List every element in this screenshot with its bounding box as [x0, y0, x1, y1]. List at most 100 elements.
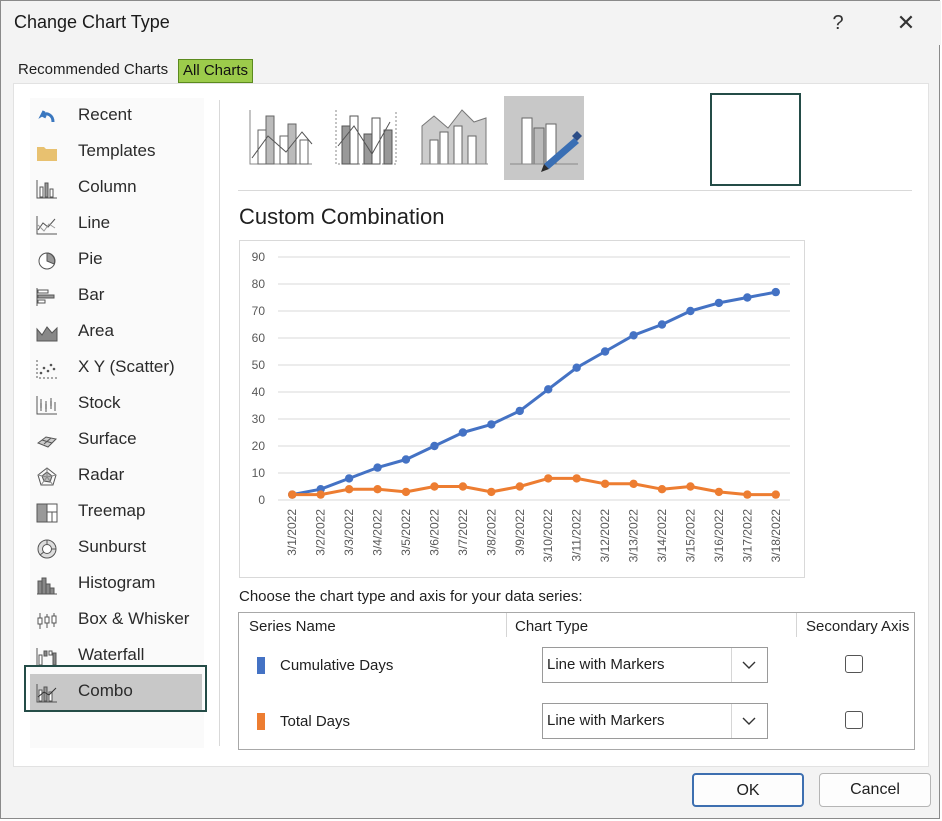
box-whisker-chart-icon	[37, 613, 57, 629]
cancel-button[interactable]: Cancel	[819, 773, 931, 807]
sidebar-item-label: Waterfall	[78, 645, 145, 664]
data-point	[515, 406, 524, 416]
combo-chart-icon	[36, 684, 57, 703]
sidebar-item-label: Treemap	[78, 501, 146, 520]
vertical-divider	[219, 100, 220, 746]
sidebar-item-label: Stock	[78, 393, 121, 412]
subtype-custom-combination[interactable]	[504, 96, 584, 180]
x-tick-label: 3/2/2022	[314, 509, 328, 556]
column-header-chart-type: Chart Type	[515, 618, 589, 635]
data-point	[714, 298, 724, 308]
subtype-stacked-area-clustered-column[interactable]	[414, 96, 494, 180]
y-tick-label: 50	[252, 358, 266, 372]
sidebar-item-combo[interactable]: Combo	[30, 674, 204, 710]
sidebar-item-label: X Y (Scatter)	[78, 357, 175, 376]
chart-type-dropdown[interactable]: Line with Markers	[542, 703, 768, 739]
x-tick-label: 3/1/2022	[285, 509, 299, 556]
title-bar: Change Chart Type ? ✕	[1, 1, 941, 45]
sunburst-chart-icon	[37, 539, 57, 559]
series-line	[291, 290, 777, 497]
x-tick-label: 3/14/2022	[655, 509, 669, 563]
data-point	[629, 479, 638, 488]
area-chart-icon	[36, 326, 58, 342]
x-tick-label: 3/18/2022	[769, 509, 783, 563]
sidebar-item-treemap[interactable]: Treemap	[30, 494, 204, 530]
data-point	[487, 420, 496, 429]
x-tick-label: 3/11/2022	[570, 509, 584, 562]
surface-chart-icon	[36, 436, 58, 448]
series-line	[292, 476, 776, 497]
data-point	[544, 474, 553, 483]
data-point	[373, 463, 382, 472]
data-point	[743, 293, 752, 302]
tab-recommended-charts[interactable]: Recommended Charts	[18, 61, 169, 78]
selected-subtype-outline	[710, 93, 801, 186]
chevron-down-icon	[742, 717, 756, 725]
sidebar-item-column[interactable]: Column	[30, 170, 204, 206]
sidebar-item-pie[interactable]: Pie	[30, 242, 204, 278]
data-point	[657, 320, 667, 329]
sidebar-item-label: Pie	[78, 249, 103, 268]
subtype-clustered-column-line[interactable]	[242, 96, 322, 180]
sidebar-item-scatter[interactable]: X Y (Scatter)	[30, 350, 204, 386]
secondary-axis-checkbox[interactable]	[845, 655, 863, 673]
chart-type-dropdown[interactable]: Line with Markers	[542, 647, 768, 683]
data-point	[344, 474, 354, 483]
series-color-swatch	[257, 713, 265, 730]
y-tick-label: 0	[258, 493, 265, 507]
sidebar-item-radar[interactable]: Radar	[30, 458, 204, 494]
clustered-column-line-icon	[249, 110, 313, 165]
data-point	[515, 482, 524, 491]
data-point	[686, 306, 695, 316]
data-point	[572, 363, 581, 372]
data-point	[288, 490, 297, 499]
secondary-axis-checkbox[interactable]	[845, 711, 863, 729]
sidebar-item-surface[interactable]: Surface	[30, 422, 204, 458]
data-point	[430, 441, 439, 451]
x-tick-label: 3/6/2022	[427, 509, 441, 556]
sidebar-item-stock[interactable]: Stock	[30, 386, 204, 422]
sidebar-item-label: Bar	[78, 285, 105, 304]
ok-button[interactable]: OK	[692, 773, 804, 807]
data-point	[401, 455, 411, 464]
folder-icon	[37, 147, 57, 161]
series-table: Series Name Chart Type Secondary Axis Cu…	[238, 612, 915, 750]
stock-chart-icon	[36, 396, 57, 415]
sidebar-item-templates[interactable]: Templates	[30, 134, 204, 170]
sidebar-item-area[interactable]: Area	[30, 314, 204, 350]
chart-preview-svg: 0 10 20 30 40 50 60 70 80 90 3/1/2022 3/2/2022 3/3/2…	[252, 250, 790, 563]
subtype-clustered-column-line-secondary[interactable]	[328, 96, 408, 180]
y-tick-label: 70	[252, 304, 266, 318]
x-tick-label: 3/12/2022	[598, 509, 612, 563]
data-point	[657, 485, 667, 494]
data-point	[316, 490, 325, 499]
x-tick-label: 3/10/2022	[541, 509, 555, 563]
tab-all-charts[interactable]: All Charts	[178, 59, 254, 83]
x-tick-label: 3/15/2022	[683, 509, 697, 563]
sidebar-item-histogram[interactable]: Histogram	[30, 566, 204, 602]
sidebar-item-box-whisker[interactable]: Box & Whisker	[30, 602, 204, 638]
column-header-secondary-axis: Secondary Axis	[806, 618, 910, 635]
data-point	[743, 490, 752, 499]
histogram-chart-icon	[37, 577, 57, 595]
custom-combination-icon	[510, 117, 582, 172]
sidebar-item-label: Histogram	[78, 573, 156, 592]
data-point	[430, 482, 439, 491]
sidebar-item-label: Surface	[78, 429, 137, 448]
column-chart-icon	[36, 180, 57, 199]
close-button[interactable]: ✕	[896, 10, 916, 35]
data-point	[487, 487, 496, 497]
help-button[interactable]: ?	[832, 12, 844, 34]
subtype-title: Custom Combination	[239, 204, 445, 229]
sidebar-item-sunburst[interactable]: Sunburst	[30, 530, 204, 566]
sidebar-item-line[interactable]: Line	[30, 206, 204, 242]
y-tick-label: 30	[252, 412, 266, 426]
x-tick-label: 3/5/2022	[399, 509, 413, 556]
waterfall-chart-icon	[36, 648, 57, 667]
thumbnail-separator	[238, 190, 912, 191]
sidebar-item-recent[interactable]: Recent	[30, 98, 204, 134]
data-point	[572, 474, 581, 483]
chevron-down-icon	[742, 661, 756, 669]
sidebar-item-bar[interactable]: Bar	[30, 278, 204, 314]
series-color-swatch	[257, 657, 265, 674]
